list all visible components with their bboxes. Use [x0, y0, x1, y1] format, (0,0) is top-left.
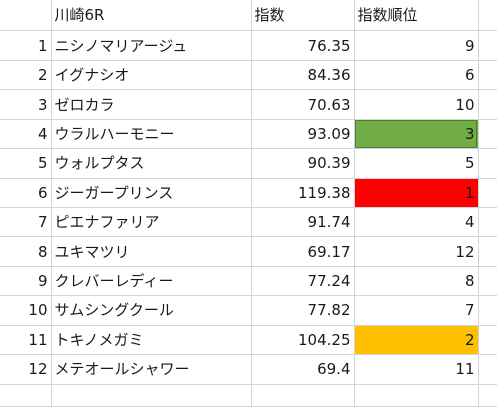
- rank-value-cell-second[interactable]: 2: [354, 325, 479, 356]
- table-row: 5 ウォルプタス 90.39 5: [0, 148, 497, 179]
- rank-value-cell[interactable]: 6: [354, 60, 479, 91]
- empty-cell[interactable]: [354, 384, 479, 407]
- horse-name-cell[interactable]: ゼロカラ: [51, 89, 252, 120]
- horse-name-cell[interactable]: ウォルプタス: [51, 148, 252, 179]
- horse-number-cell[interactable]: 6: [0, 178, 52, 208]
- header-row: 川崎6R 指数 指数順位: [0, 0, 497, 32]
- horse-name-cell[interactable]: ウラルハーモニー: [51, 119, 252, 150]
- horse-number-cell[interactable]: 3: [0, 89, 52, 120]
- index-value-cell[interactable]: 104.25: [251, 325, 355, 356]
- horse-name-cell[interactable]: ユキマツリ: [51, 236, 252, 267]
- rank-value-cell[interactable]: 5: [354, 148, 479, 179]
- horse-number-cell[interactable]: 9: [0, 266, 52, 297]
- horse-name-cell[interactable]: クレバーレディー: [51, 266, 252, 297]
- index-value-cell[interactable]: 69.17: [251, 236, 355, 267]
- empty-cell[interactable]: [0, 384, 52, 407]
- empty-cell[interactable]: [478, 236, 497, 267]
- empty-cell[interactable]: [478, 89, 497, 120]
- index-value-cell[interactable]: 119.38: [251, 178, 355, 208]
- rank-value-cell[interactable]: 12: [354, 236, 479, 267]
- empty-cell[interactable]: [478, 295, 497, 326]
- horse-name-cell[interactable]: ピエナファリア: [51, 207, 252, 238]
- index-value-cell[interactable]: 91.74: [251, 207, 355, 238]
- table-row: 4 ウラルハーモニー 93.09 3: [0, 119, 497, 150]
- empty-cell[interactable]: [251, 384, 355, 407]
- header-rank-cell[interactable]: 指数順位: [354, 0, 479, 32]
- horse-name-cell[interactable]: サムシングクール: [51, 295, 252, 326]
- index-value-cell[interactable]: 77.24: [251, 266, 355, 297]
- index-value-cell[interactable]: 77.82: [251, 295, 355, 326]
- horse-name-cell[interactable]: ジーガープリンス: [51, 178, 252, 208]
- table-row: 6 ジーガープリンス 119.38 1: [0, 178, 497, 208]
- empty-cell[interactable]: [478, 266, 497, 297]
- table-row: 8 ユキマツリ 69.17 12: [0, 236, 497, 267]
- horse-number-cell[interactable]: 4: [0, 119, 52, 150]
- empty-cell[interactable]: [478, 384, 497, 407]
- index-value-cell[interactable]: 76.35: [251, 30, 355, 61]
- horse-number-cell[interactable]: 10: [0, 295, 52, 326]
- header-race-cell[interactable]: 川崎6R: [51, 0, 252, 32]
- index-value-cell[interactable]: 90.39: [251, 148, 355, 179]
- empty-cell[interactable]: [478, 119, 497, 150]
- empty-cell[interactable]: [478, 30, 497, 61]
- table-row: 3 ゼロカラ 70.63 10: [0, 89, 497, 120]
- empty-cell[interactable]: [478, 60, 497, 91]
- table-row: 12 メテオールシャワー 69.4 11: [0, 354, 497, 385]
- horse-number-cell[interactable]: 7: [0, 207, 52, 238]
- rank-value-cell[interactable]: 11: [354, 354, 479, 385]
- index-value-cell[interactable]: 93.09: [251, 119, 355, 150]
- table-row: 9 クレバーレディー 77.24 8: [0, 266, 497, 297]
- empty-row: [0, 384, 497, 407]
- index-value-cell[interactable]: 69.4: [251, 354, 355, 385]
- empty-cell[interactable]: [478, 325, 497, 356]
- rank-value-cell[interactable]: 9: [354, 30, 479, 61]
- horse-name-cell[interactable]: トキノメガミ: [51, 325, 252, 356]
- empty-cell[interactable]: [478, 148, 497, 179]
- empty-cell[interactable]: [478, 207, 497, 238]
- horse-number-cell[interactable]: 5: [0, 148, 52, 179]
- rank-value-cell[interactable]: 10: [354, 89, 479, 120]
- horse-number-cell[interactable]: 12: [0, 354, 52, 385]
- horse-number-cell[interactable]: 11: [0, 325, 52, 356]
- table-row: 11 トキノメガミ 104.25 2: [0, 325, 497, 356]
- rank-value-cell-selected[interactable]: 3: [354, 119, 479, 150]
- horse-name-cell[interactable]: ニシノマリアージュ: [51, 30, 252, 61]
- horse-number-cell[interactable]: 1: [0, 30, 52, 61]
- empty-cell[interactable]: [51, 384, 252, 407]
- horse-name-cell[interactable]: イグナシオ: [51, 60, 252, 91]
- horse-number-cell[interactable]: 8: [0, 236, 52, 267]
- cell-e1[interactable]: [478, 0, 497, 32]
- table-row: 1 ニシノマリアージュ 76.35 9: [0, 30, 497, 61]
- empty-cell[interactable]: [478, 354, 497, 385]
- header-index-cell[interactable]: 指数: [251, 0, 355, 32]
- horse-name-cell[interactable]: メテオールシャワー: [51, 354, 252, 385]
- rank-value-cell[interactable]: 8: [354, 266, 479, 297]
- empty-cell[interactable]: [478, 178, 497, 208]
- index-value-cell[interactable]: 70.63: [251, 89, 355, 120]
- horse-number-cell[interactable]: 2: [0, 60, 52, 91]
- rank-value-cell[interactable]: 7: [354, 295, 479, 326]
- cell-a1[interactable]: [0, 0, 52, 32]
- index-value-cell[interactable]: 84.36: [251, 60, 355, 91]
- rank-value-cell[interactable]: 4: [354, 207, 479, 238]
- table-row: 10 サムシングクール 77.82 7: [0, 295, 497, 326]
- table-row: 7 ピエナファリア 91.74 4: [0, 207, 497, 238]
- table-row: 2 イグナシオ 84.36 6: [0, 60, 497, 91]
- rank-value-cell-top[interactable]: 1: [354, 178, 479, 208]
